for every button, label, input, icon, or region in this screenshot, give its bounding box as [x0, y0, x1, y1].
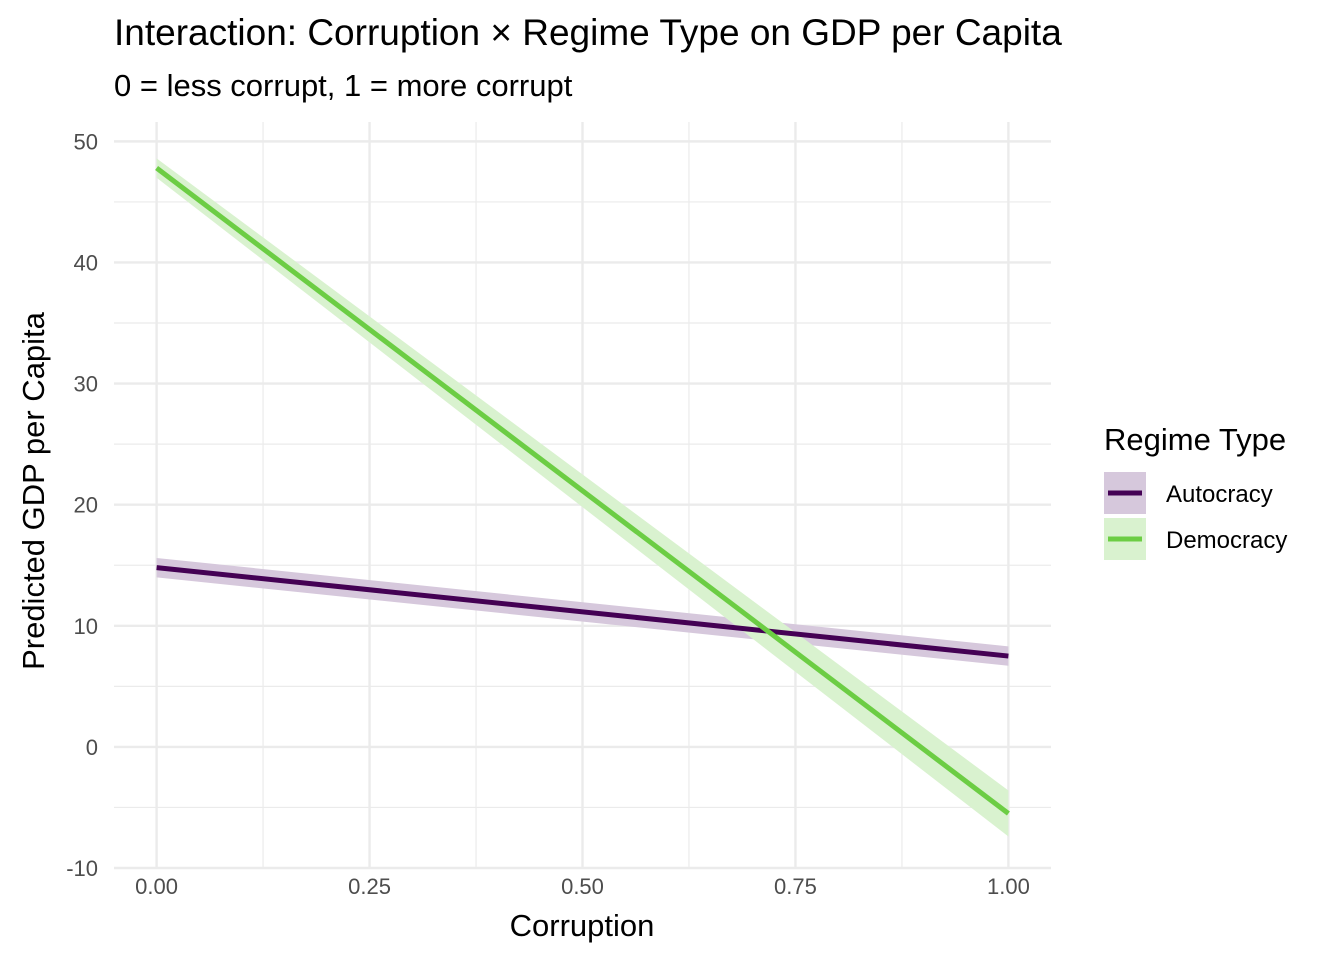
y-tick-label: 20 — [74, 493, 98, 518]
x-tick-label: 0.00 — [135, 874, 178, 899]
y-axis-ticks: -10 0 10 20 30 40 50 — [66, 129, 98, 881]
x-axis-title: Corruption — [510, 908, 655, 943]
y-tick-label: 40 — [74, 250, 98, 275]
y-tick-label: 30 — [74, 372, 98, 397]
y-tick-label: 50 — [74, 129, 98, 154]
x-tick-label: 0.25 — [348, 874, 391, 899]
chart-subtitle: 0 = less corrupt, 1 = more corrupt — [114, 68, 573, 103]
x-tick-label: 0.75 — [774, 874, 817, 899]
x-tick-label: 1.00 — [987, 874, 1030, 899]
x-axis-ticks: 0.00 0.25 0.50 0.75 1.00 — [135, 874, 1030, 899]
y-axis-title: Predicted GDP per Capita — [16, 311, 51, 670]
legend-title: Regime Type — [1104, 422, 1286, 457]
democracy-line — [155, 166, 1010, 816]
chart-title: Interaction: Corruption × Regime Type on… — [114, 12, 1062, 53]
autocracy-legend-label: Autocracy — [1166, 481, 1273, 508]
x-tick-label: 0.50 — [561, 874, 604, 899]
y-tick-label: 0 — [86, 735, 98, 760]
democracy-legend-label: Democracy — [1166, 527, 1287, 554]
legend: Regime Type Autocracy Democracy — [1104, 422, 1287, 560]
y-tick-label: 10 — [74, 614, 98, 639]
autocracy-line — [156, 565, 1009, 659]
y-tick-label: -10 — [66, 856, 98, 881]
series-lines — [155, 166, 1010, 816]
